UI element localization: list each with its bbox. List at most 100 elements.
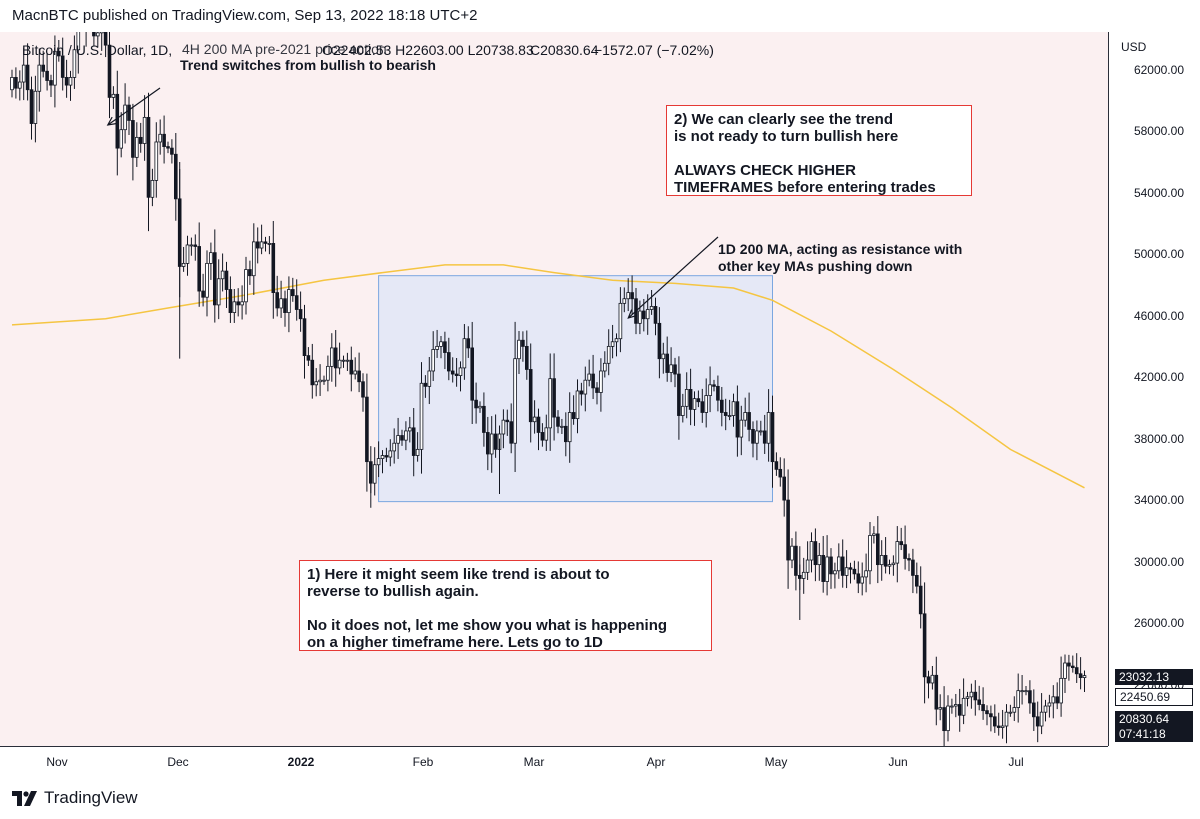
candle — [610, 324, 615, 359]
candle-body-down — [813, 541, 818, 566]
candle-body-up — [427, 370, 432, 387]
time-scale[interactable]: Nov Dec 2022 Feb Mar Apr May Jun Jul — [0, 746, 1108, 776]
candle — [103, 32, 108, 58]
candle — [1016, 673, 1020, 723]
candle-body-up — [544, 427, 549, 441]
candle-body-down — [770, 412, 775, 463]
published-header: MacnBTC published on TradingView.com, Se… — [0, 0, 1200, 32]
candle-body-up — [1008, 711, 1013, 714]
symbol-label[interactable]: Bitcoin / U.S. Dollar, 1D, — [22, 42, 173, 58]
candle — [599, 358, 603, 412]
candle-body-up — [1047, 702, 1052, 707]
price-scale[interactable]: USD 62000.00 58000.00 54000.00 50000.00 4600… — [1108, 32, 1200, 746]
candle-body-down — [384, 455, 389, 458]
candle — [677, 356, 681, 440]
candle — [993, 704, 997, 733]
candle — [996, 712, 1001, 736]
overlay-label[interactable]: 4H 200 MA pre-2021 price action — [182, 41, 387, 57]
price-tick-label: 34000.00 — [1133, 493, 1184, 508]
candle-body-up — [649, 306, 654, 310]
candle — [443, 331, 447, 370]
candle-body-up — [10, 77, 14, 91]
candle — [446, 337, 451, 381]
candle-body-down — [64, 77, 69, 86]
candle — [1035, 701, 1040, 743]
candle — [310, 343, 315, 399]
note-box-2[interactable]: 2) We can clearly see the trend is not r… — [666, 105, 972, 196]
candle-body-up — [950, 705, 954, 708]
candle-body-up — [185, 244, 190, 264]
candle — [688, 368, 693, 426]
annotation-arrow-line — [107, 87, 161, 126]
candle-body-down — [1028, 690, 1032, 704]
candle — [1020, 674, 1024, 705]
candle — [770, 395, 775, 488]
note-box-1-text: 1) Here it might seem like trend is abou… — [307, 566, 668, 651]
candle — [283, 290, 287, 327]
candle-body-down — [579, 390, 584, 395]
candle-body-up — [341, 359, 346, 362]
candle — [957, 688, 962, 732]
candle-body-down — [821, 555, 825, 582]
candle — [380, 450, 385, 474]
candle — [1047, 694, 1052, 718]
candle-body-down — [996, 725, 1001, 728]
candle — [739, 405, 744, 456]
candle — [938, 694, 942, 721]
candle-body-up — [489, 433, 494, 455]
price-chart[interactable] — [0, 32, 1108, 746]
candle-body-up — [560, 425, 564, 428]
time-tick-label: Dec — [167, 755, 189, 769]
candle-body-down — [564, 425, 568, 443]
candle-body-down — [985, 710, 989, 715]
candle — [915, 562, 919, 594]
candle — [759, 420, 763, 436]
candle-body-down — [915, 574, 919, 587]
candle-body-up — [318, 379, 322, 383]
candle — [720, 386, 724, 427]
candle-body-down — [162, 133, 166, 147]
candle-body-down — [595, 387, 599, 393]
candle-body-down — [688, 389, 693, 410]
candle-body-up — [76, 32, 81, 51]
candle — [528, 343, 533, 443]
candle — [852, 560, 857, 580]
candle — [64, 59, 69, 98]
candle-body-up — [1043, 705, 1048, 713]
candle — [162, 115, 166, 164]
candle-body-up — [501, 419, 506, 435]
note-box-1[interactable]: 1) Here it might seem like trend is abou… — [299, 560, 712, 651]
candle — [564, 412, 568, 457]
candle-body-up — [618, 302, 623, 340]
candle-body-down — [107, 44, 112, 98]
currency-label[interactable]: USD — [1121, 40, 1147, 54]
candle — [10, 69, 14, 98]
candle-body-down — [993, 716, 997, 727]
candle-body-up — [388, 450, 393, 458]
candle — [879, 540, 884, 581]
candle-body-up — [860, 576, 864, 584]
candle — [322, 375, 326, 385]
candle — [626, 278, 630, 312]
candle-body-down — [1055, 696, 1060, 704]
candle-body-down — [712, 384, 716, 387]
candle — [883, 537, 888, 574]
candle-body-down — [630, 292, 634, 300]
brand[interactable]: TradingView — [12, 788, 138, 808]
candle-body-down — [423, 382, 428, 387]
candle — [817, 542, 822, 581]
candle-body-down — [977, 699, 981, 705]
candle — [575, 379, 580, 434]
candle — [509, 403, 513, 454]
candle — [115, 70, 120, 176]
price-tag: 20830.64 — [1115, 711, 1193, 727]
candle-body-down — [657, 322, 662, 360]
candle-body-up — [872, 533, 876, 536]
candle — [1032, 689, 1036, 732]
candle-body-down — [57, 50, 61, 57]
candle-body-down — [642, 310, 646, 320]
candle-body-up — [626, 292, 630, 300]
candle-body-up — [1004, 711, 1009, 727]
chart-area[interactable]: Bitcoin / U.S. Dollar, 1D, 4H 200 MA pre… — [0, 32, 1108, 746]
legend: Bitcoin / U.S. Dollar, 1D, 4H 200 MA pre… — [22, 41, 714, 58]
